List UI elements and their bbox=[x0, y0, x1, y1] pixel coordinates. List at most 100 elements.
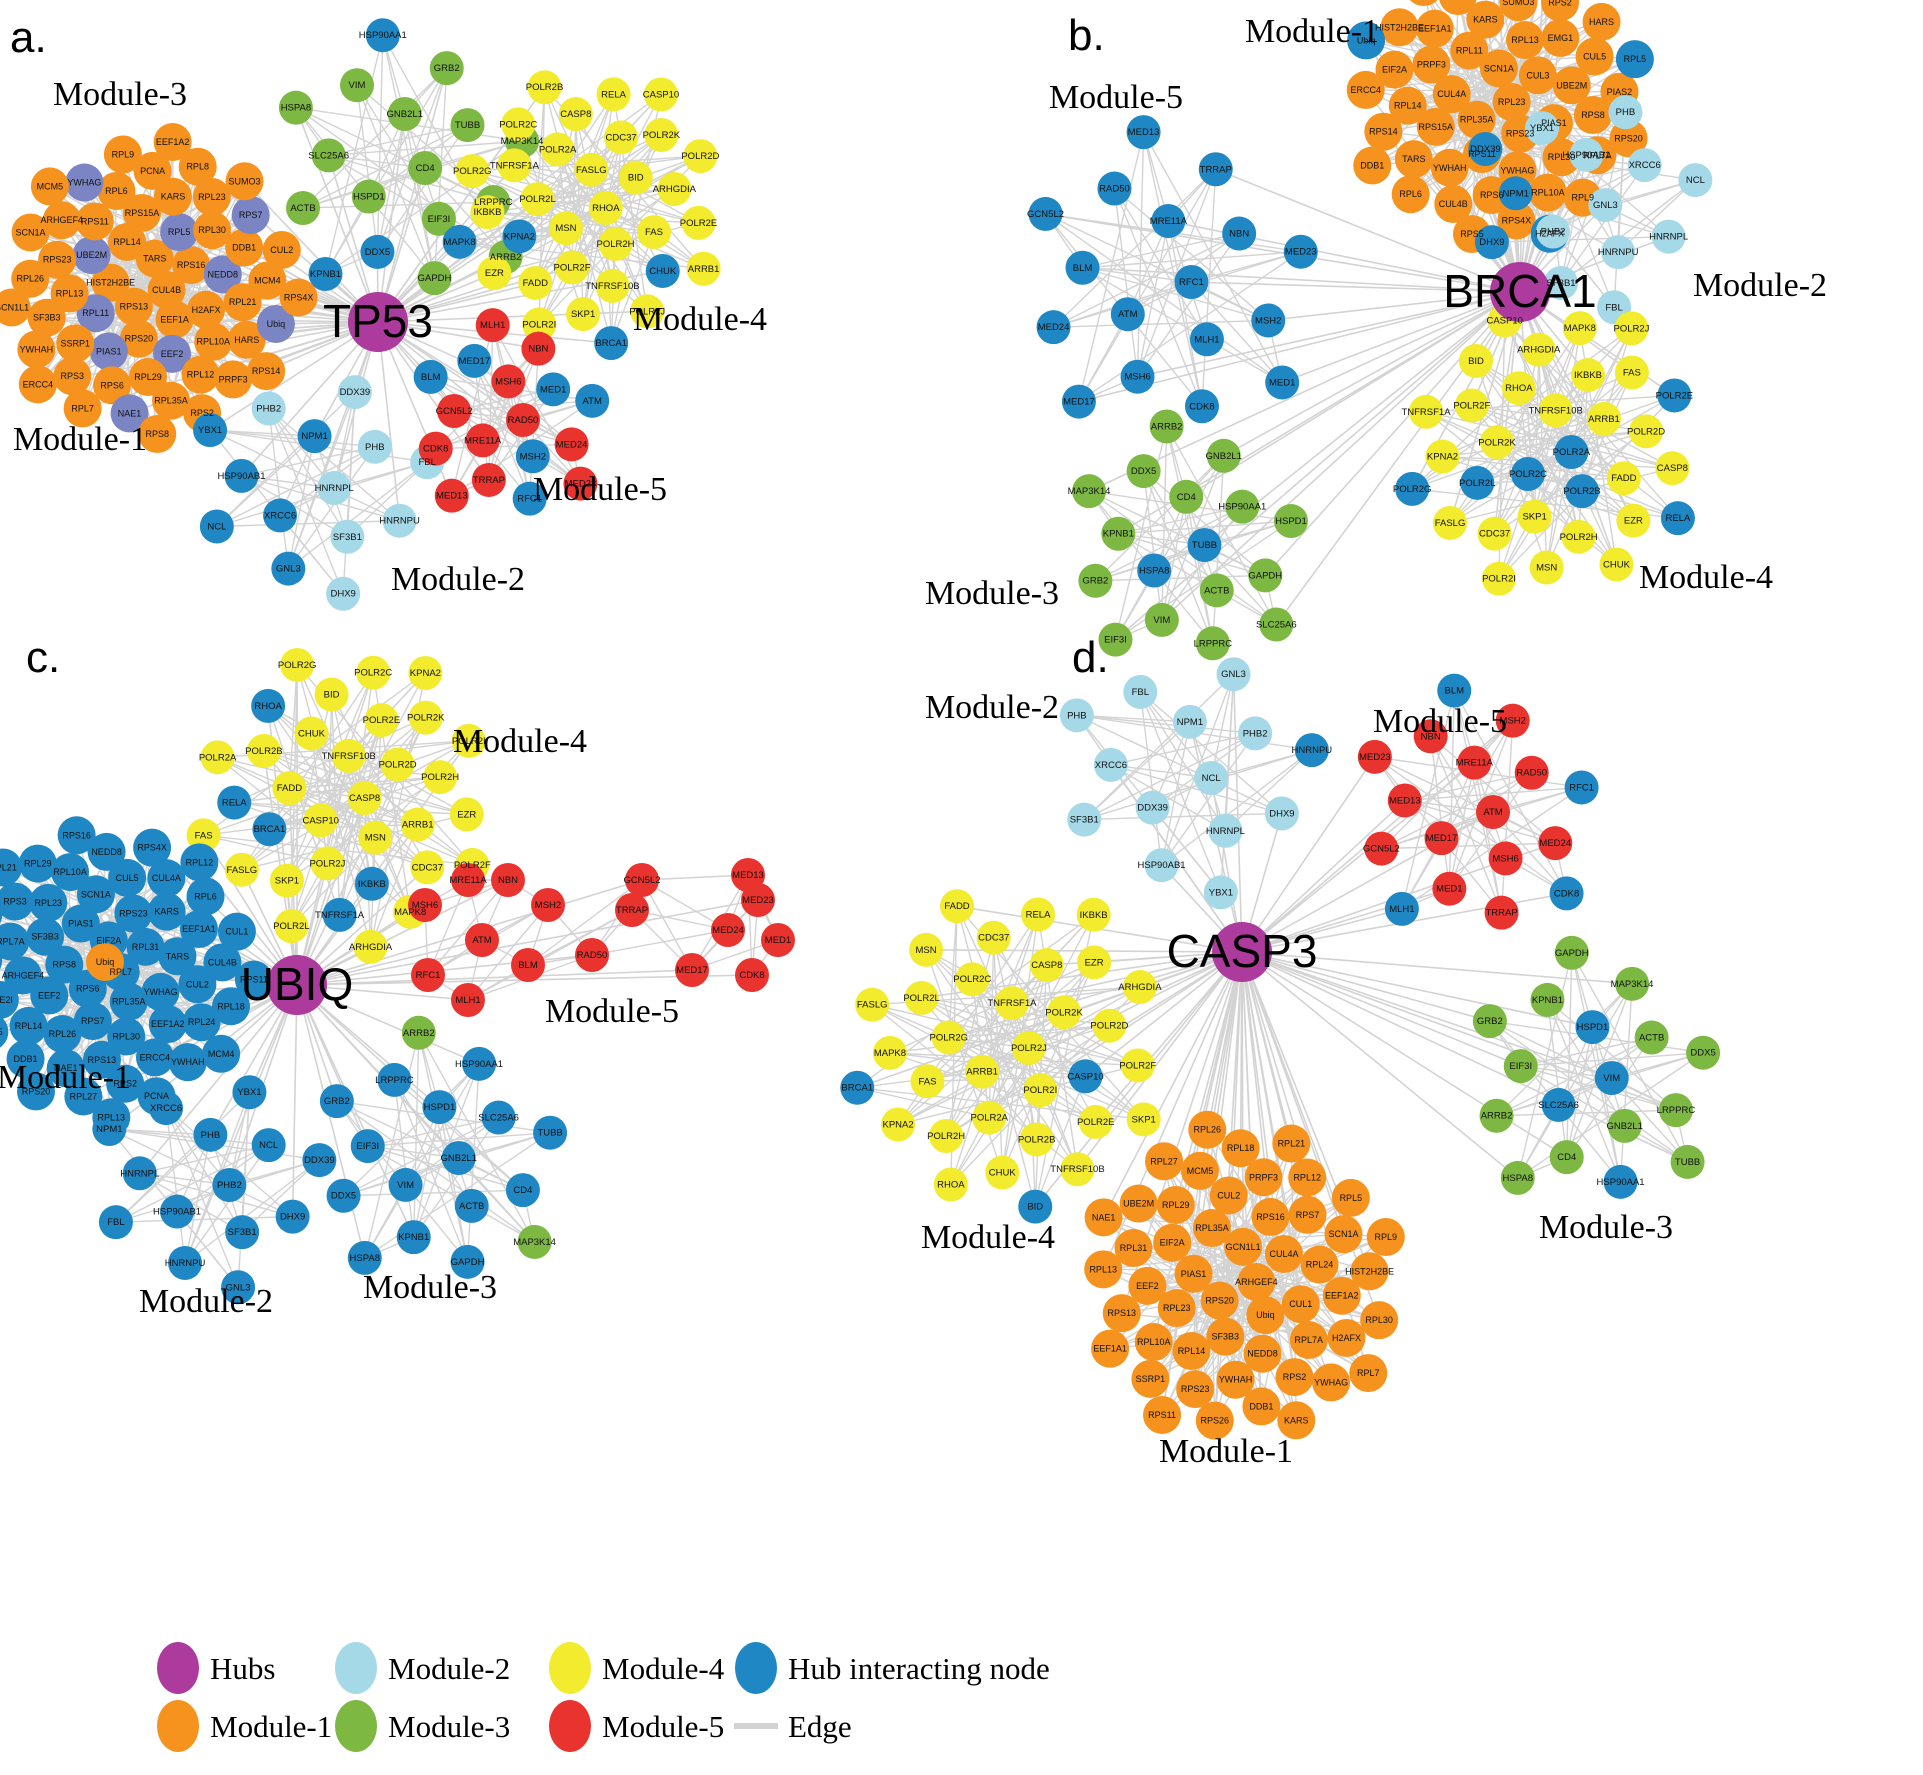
node-RPS11[interactable] bbox=[234, 960, 273, 999]
node-GCN5L2[interactable] bbox=[625, 863, 659, 897]
node-RPL24[interactable] bbox=[1300, 1245, 1339, 1284]
node-IKBKB[interactable] bbox=[1571, 358, 1606, 393]
node-GNB2L1[interactable] bbox=[387, 96, 422, 131]
node-EEF1A2[interactable] bbox=[1322, 1276, 1361, 1315]
node-POLR2G[interactable] bbox=[280, 647, 315, 682]
node-FAS[interactable] bbox=[910, 1064, 945, 1099]
node-EIF3I[interactable] bbox=[1098, 622, 1133, 657]
node-ERCC4[interactable] bbox=[135, 1038, 174, 1077]
node-EEF1A1[interactable] bbox=[179, 910, 218, 949]
node-GRB2[interactable] bbox=[429, 51, 464, 86]
node-RPL13[interactable] bbox=[1084, 1250, 1123, 1289]
node-POLR2C[interactable] bbox=[1510, 457, 1545, 492]
node-NEDD8[interactable] bbox=[87, 832, 126, 871]
node-SCN1A[interactable] bbox=[76, 875, 115, 914]
node-KPNA2[interactable] bbox=[502, 219, 537, 254]
node-ACTB[interactable] bbox=[286, 191, 321, 226]
node-POLR2E[interactable] bbox=[364, 703, 399, 738]
node-RPS7[interactable] bbox=[73, 1002, 112, 1041]
node-TUBB[interactable] bbox=[450, 108, 485, 143]
node-MED24[interactable] bbox=[1036, 310, 1071, 345]
node-RPL29[interactable] bbox=[18, 844, 57, 883]
node-RPL9[interactable] bbox=[1366, 1218, 1405, 1257]
node-POLR2L[interactable] bbox=[520, 182, 555, 217]
node-SCN1A[interactable] bbox=[11, 213, 50, 252]
node-ARHGDIA[interactable] bbox=[1122, 970, 1157, 1005]
node-FBL[interactable] bbox=[98, 1205, 133, 1240]
node-XRCC6[interactable] bbox=[1093, 747, 1128, 782]
node-HSPA8[interactable] bbox=[1137, 553, 1172, 588]
node-RPS15A[interactable] bbox=[1416, 107, 1455, 146]
node-ATM[interactable] bbox=[465, 923, 499, 957]
node-RPL11[interactable] bbox=[76, 294, 115, 333]
node-CUL4A[interactable] bbox=[1432, 75, 1471, 114]
node-CHUK[interactable] bbox=[645, 253, 680, 288]
node-CD4[interactable] bbox=[505, 1173, 540, 1208]
node-POLR2F[interactable] bbox=[555, 250, 590, 285]
node-CUL4A[interactable] bbox=[147, 859, 186, 898]
node-RAD50[interactable] bbox=[1097, 171, 1132, 206]
node-POLR2G[interactable] bbox=[455, 154, 490, 189]
node-SF3B3[interactable] bbox=[27, 298, 66, 337]
node-RPS4X[interactable] bbox=[133, 828, 172, 867]
node-EIF3I[interactable] bbox=[350, 1129, 385, 1164]
node-EZR[interactable] bbox=[449, 797, 484, 832]
node-POLR2L[interactable] bbox=[274, 909, 309, 944]
node-KPNA2[interactable] bbox=[881, 1107, 916, 1142]
node-ATM[interactable] bbox=[1110, 297, 1145, 332]
node-RFC1[interactable] bbox=[411, 958, 445, 992]
node-ACTB[interactable] bbox=[454, 1188, 489, 1223]
node-RPS3[interactable] bbox=[53, 357, 92, 396]
node-RFC1[interactable] bbox=[512, 481, 547, 516]
node-CD4[interactable] bbox=[408, 151, 443, 185]
node-Ubiq[interactable] bbox=[256, 304, 295, 343]
node-POLR2L[interactable] bbox=[1460, 465, 1495, 500]
node-MED1[interactable] bbox=[1432, 871, 1467, 906]
node-NAE1[interactable] bbox=[110, 394, 149, 433]
node-IKBKB[interactable] bbox=[470, 195, 505, 230]
node-POLR2H[interactable] bbox=[598, 226, 633, 261]
node-RPL13[interactable] bbox=[50, 274, 89, 313]
node-BID[interactable] bbox=[1018, 1189, 1053, 1224]
node-PHB[interactable] bbox=[357, 429, 392, 464]
node-NCL[interactable] bbox=[199, 509, 234, 544]
node-PIAS1[interactable] bbox=[89, 332, 128, 371]
node-CUL4A[interactable] bbox=[1264, 1235, 1303, 1274]
node-PHB[interactable] bbox=[1608, 95, 1643, 130]
node-IKBKB[interactable] bbox=[354, 866, 389, 901]
node-HSPD1[interactable] bbox=[351, 179, 386, 214]
node-NEDD8[interactable] bbox=[203, 255, 242, 294]
node-RPL30[interactable] bbox=[1360, 1301, 1399, 1340]
node-RPL35A[interactable] bbox=[109, 982, 148, 1021]
node-MSH2[interactable] bbox=[531, 888, 565, 922]
node-ARHGEF4[interactable] bbox=[1237, 1263, 1276, 1301]
node-RPS6[interactable] bbox=[93, 366, 132, 405]
node-RPL14[interactable] bbox=[108, 222, 147, 261]
hub-node-BRCA1[interactable] bbox=[1490, 262, 1550, 322]
node-TNFRSF10B[interactable] bbox=[1060, 1152, 1095, 1187]
node-CASP10[interactable] bbox=[1068, 1059, 1103, 1094]
node-HIST2H2BE[interactable] bbox=[1350, 1252, 1389, 1291]
node-YBX1[interactable] bbox=[1525, 111, 1560, 146]
node-CUL4B[interactable] bbox=[1434, 185, 1473, 224]
node-RPS20[interactable] bbox=[1200, 1281, 1239, 1320]
node-YBX1[interactable] bbox=[232, 1075, 267, 1110]
node-PCNA[interactable] bbox=[133, 151, 172, 190]
node-POLR2C[interactable] bbox=[356, 655, 391, 690]
node-CUL5[interactable] bbox=[1575, 37, 1614, 76]
node-BRCA1[interactable] bbox=[594, 326, 629, 361]
node-FASLG[interactable] bbox=[574, 152, 609, 187]
node-DDX39[interactable] bbox=[1468, 131, 1503, 166]
hub-node-CASP3[interactable] bbox=[1212, 922, 1272, 982]
node-RPS16[interactable] bbox=[1251, 1197, 1290, 1236]
node-MED23[interactable] bbox=[1357, 739, 1392, 774]
node-RPL12[interactable] bbox=[1288, 1158, 1327, 1197]
node-KPNB1[interactable] bbox=[1101, 516, 1136, 551]
node-RPL31[interactable] bbox=[1114, 1229, 1153, 1268]
node-LRPPRC[interactable] bbox=[1658, 1093, 1693, 1128]
node-KARS[interactable] bbox=[153, 177, 192, 216]
node-ATM[interactable] bbox=[1476, 795, 1511, 829]
node-POLR2K[interactable] bbox=[1480, 425, 1515, 460]
node-EEF1A2[interactable] bbox=[148, 1005, 187, 1044]
node-MED23[interactable] bbox=[563, 466, 598, 501]
